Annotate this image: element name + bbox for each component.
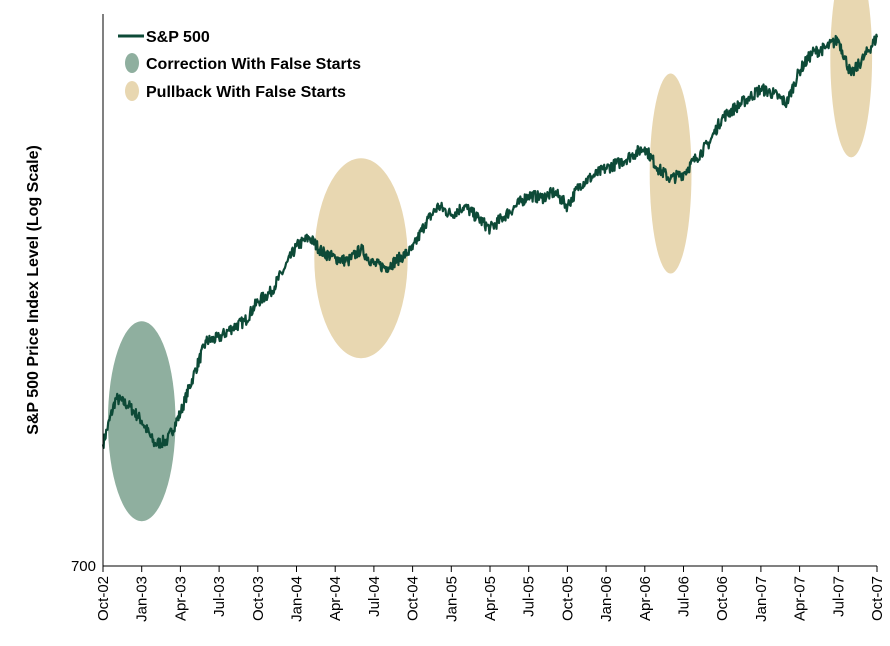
- x-tick-label: Oct-04: [405, 576, 422, 621]
- x-tick-label: Jan-07: [753, 576, 770, 622]
- highlight-ellipse-1: [314, 158, 408, 359]
- x-tick-label: Apr-03: [172, 576, 189, 621]
- x-tick-label: Jul-05: [521, 576, 538, 617]
- x-tick-label: Jan-06: [598, 576, 615, 622]
- x-ticks: Oct-02 Jan-03 Apr-03 Jul-03 Oct-03 Jan-04 Apr-…: [95, 566, 886, 622]
- highlight-ellipse-2: [649, 73, 692, 274]
- x-tick-label: Oct-03: [250, 576, 267, 621]
- x-tick-label: Jan-05: [443, 576, 460, 622]
- x-tick-label: Jul-04: [366, 576, 383, 617]
- x-tick-label: Jan-03: [134, 576, 151, 622]
- highlight-ellipse-3: [830, 0, 873, 158]
- legend-swatch-correction: [125, 53, 139, 73]
- x-tick-label: Oct-06: [714, 576, 731, 621]
- y-tick-label: 700: [71, 558, 96, 575]
- x-tick-label: Apr-05: [482, 576, 499, 621]
- series-line-sp500: [101, 33, 879, 449]
- x-tick-label: Oct-05: [559, 576, 576, 621]
- legend-label-pullback: Pullback With False Starts: [146, 84, 346, 101]
- x-tick-label: Jul-07: [830, 576, 847, 617]
- highlight-ellipses: [107, 0, 873, 522]
- x-tick-label: Apr-06: [637, 576, 654, 621]
- legend: S&P 500 Correction With False Starts Pul…: [118, 29, 361, 101]
- legend-label-correction: Correction With False Starts: [146, 56, 361, 73]
- y-axis-label: S&P 500 Price Index Level (Log Scale): [25, 145, 42, 435]
- x-tick-label: Apr-04: [327, 576, 344, 621]
- series-layer: [101, 33, 879, 449]
- x-tick-label: Jan-04: [289, 576, 306, 622]
- legend-label-sp500: S&P 500: [146, 29, 210, 46]
- x-tick-label: Jul-06: [676, 576, 693, 617]
- legend-swatch-pullback: [125, 81, 139, 101]
- x-tick-label: Oct-07: [869, 576, 886, 621]
- x-tick-label: Oct-02: [95, 576, 112, 621]
- x-tick-label: Jul-03: [211, 576, 228, 617]
- x-tick-label: Apr-07: [792, 576, 809, 621]
